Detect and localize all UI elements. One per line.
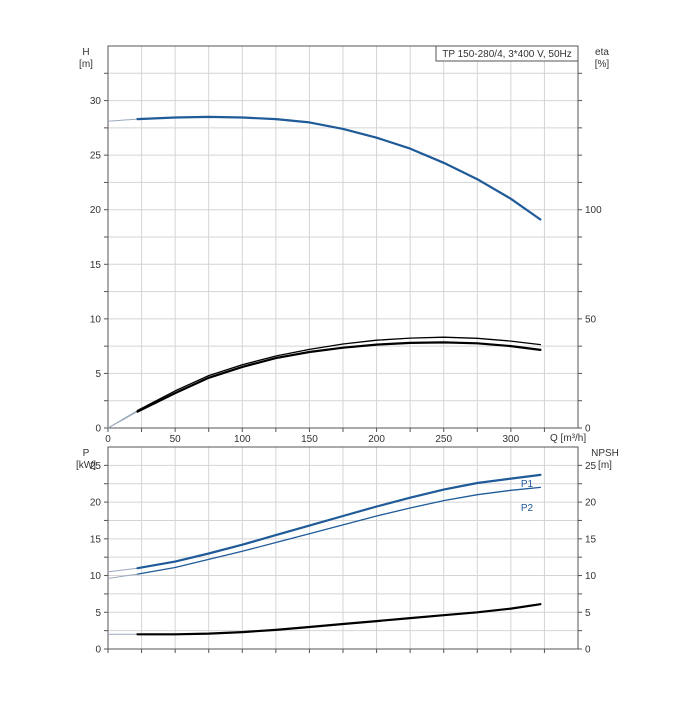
curve-P2-extension: [107, 573, 138, 579]
curve-efficiency_2: [136, 341, 542, 413]
y-tick-label-right: 20: [585, 498, 597, 509]
curve-NPSH: [136, 603, 542, 636]
y-tick-label-left: 25: [90, 151, 102, 162]
power-panel-grid: [108, 447, 578, 649]
npsh-axis-label: NPSH: [591, 448, 619, 459]
head-panel-curves: [107, 115, 542, 429]
y-tick-label-left: 25: [90, 461, 102, 472]
x-tick-label: 300: [503, 434, 520, 445]
chart-title: TP 150-280/4, 3*400 V, 50Hz: [442, 49, 572, 60]
y-tick-label-left: 15: [90, 534, 102, 545]
curve-P2: [136, 486, 542, 575]
y-tick-label-right: 50: [585, 314, 597, 325]
x-tick-label: 150: [301, 434, 318, 445]
power-panel-ticks: 0 5 10 15 20 25 0 5 10 15 20 25: [90, 461, 597, 656]
x-tick-label: 50: [170, 434, 182, 445]
head-panel-grid: [108, 46, 578, 428]
power-panel-curves: [107, 473, 542, 636]
x-tick-label: 250: [435, 434, 452, 445]
x-tick-label: 200: [368, 434, 385, 445]
x-tick-label: 100: [234, 434, 251, 445]
y-tick-label-left: 10: [90, 314, 102, 325]
y-tick-label-right: 5: [585, 608, 591, 619]
y-tick-label-left: 30: [90, 96, 102, 107]
y-tick-label-left: 5: [95, 608, 101, 619]
npsh-axis-unit: [m]: [598, 460, 612, 471]
power-axis-label: P: [83, 448, 90, 459]
eta-axis-label: eta: [595, 47, 609, 58]
series-label-p2: P2: [521, 503, 534, 514]
y-tick-label-left: 0: [95, 645, 101, 656]
series-label-p1: P1: [521, 479, 534, 490]
head-axis-unit: [m]: [79, 59, 93, 70]
y-tick-label-left: 5: [95, 369, 101, 380]
y-tick-label-left: 15: [90, 260, 102, 271]
curve-head: [136, 115, 542, 221]
head-axis-label: H: [82, 47, 89, 58]
power-axis-unit: [kW]: [76, 460, 96, 471]
y-tick-label-right: 100: [585, 205, 602, 216]
curve-efficiency_1: [136, 336, 542, 412]
curve-P1-extension: [107, 567, 138, 573]
y-tick-label-right: 0: [585, 645, 591, 656]
curve-efficiency_2-extension: [107, 411, 138, 429]
chart-title-box: [435, 45, 579, 62]
y-tick-label-left: 0: [95, 424, 101, 435]
y-tick-label-right: 10: [585, 571, 597, 582]
y-tick-label-right: 15: [585, 534, 597, 545]
eta-axis-unit: [%]: [595, 59, 610, 70]
y-tick-label-right: 0: [585, 424, 591, 435]
x-tick-label: 0: [105, 434, 111, 445]
curve-P1: [136, 473, 542, 570]
y-tick-label-right: 25: [585, 461, 597, 472]
curve-head-extension: [107, 118, 138, 122]
y-tick-label-left: 20: [90, 498, 102, 509]
y-tick-label-left: 10: [90, 571, 102, 582]
flow-axis-label: Q [m³/h]: [550, 433, 586, 444]
y-tick-label-left: 20: [90, 205, 102, 216]
